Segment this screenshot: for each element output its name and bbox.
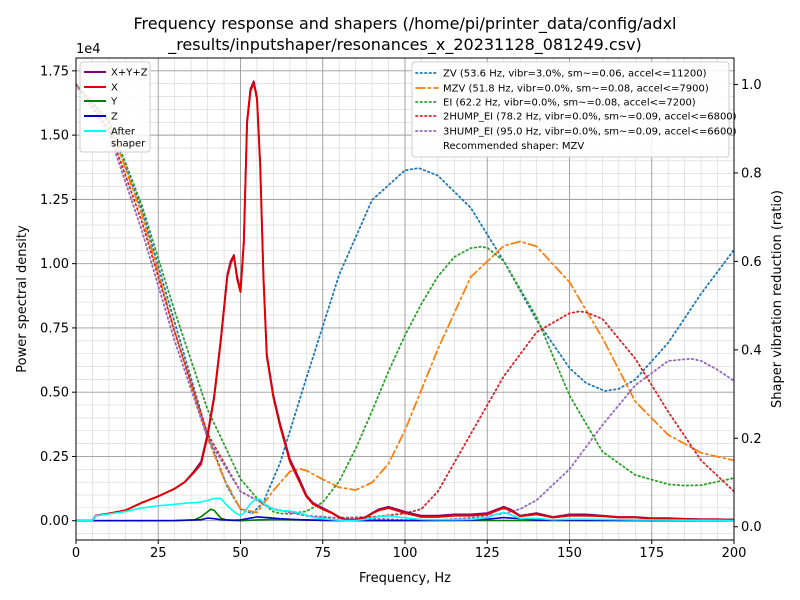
y2-tick-label: 0.8 [741,166,762,181]
y-axis-right: 0.0 0.2 0.4 0.6 0.8 1.0 [734,78,762,535]
chart-title-line-2: _results/inputshaper/resonances_x_202311… [167,35,642,55]
psd-lines [76,80,734,522]
y2-tick-label: 0.0 [741,520,762,535]
legend-left-label: X+Y+Z [111,68,148,79]
y2-tick-label: 1.0 [741,78,762,93]
legend-left-box [79,61,151,153]
legend-left-label: After [111,127,136,138]
legend-right-label: MZV (51.8 Hz, vibr=0.0%, sm~=0.08, accel… [443,84,709,95]
y-tick-label: 1.50 [40,129,69,144]
legend-right-box [411,61,730,158]
recommended-shaper-text: Recommended shaper: MZV [443,141,584,152]
shaper-line-1 [76,83,734,514]
y-tick-label: 1.25 [40,193,69,208]
legend-right-label: EI (62.2 Hz, vibr=0.0%, sm~=0.08, accel<… [443,98,696,109]
x-tick-label: 100 [393,546,418,561]
y-tick-label: 1.00 [40,257,69,272]
x-tick-label: 200 [722,546,747,561]
x-tick-label: 175 [639,546,664,561]
chart-title-line-1: Frequency response and shapers (/home/pi… [133,14,676,34]
y-axis-title: Power spectral density [15,225,30,373]
y2-tick-label: 0.4 [741,343,762,358]
y-tick-label: 0.25 [40,450,69,465]
x-tick-label: 75 [314,546,331,561]
x-axis-title: Frequency, Hz [359,571,451,586]
psd-line-3 [76,516,734,522]
y2-tick-label: 0.6 [741,255,762,270]
legend-left-label: Y [110,97,118,108]
legend-left-label: shaper [111,139,146,150]
y-axis-left: 0.00 0.25 0.50 0.75 1.00 1.25 1.50 1.75 [40,64,76,529]
legend-right-label: ZV (53.6 Hz, vibr=3.0%, sm~=0.06, accel<… [443,69,707,80]
x-tick-label: 50 [232,546,249,561]
x-tick-label: 0 [72,546,80,561]
legend-left-label: Z [111,112,118,123]
legend-right-label: 2HUMP_EI (78.2 Hz, vibr=0.0%, sm~=0.09, … [443,112,737,123]
legend-right-label: 3HUMP_EI (95.0 Hz, vibr=0.0%, sm~=0.09, … [443,127,737,138]
legend-left-label: X [111,83,118,94]
y-offset-label: 1e4 [76,42,101,57]
legend-right: ZV (53.6 Hz, vibr=3.0%, sm~=0.06, accel<… [411,61,737,158]
y-tick-label: 1.75 [40,64,69,79]
x-tick-label: 125 [475,546,500,561]
y-tick-label: 0.00 [40,514,69,529]
psd-line-4 [76,497,734,522]
y-tick-label: 0.75 [40,321,69,336]
x-tick-label: 25 [150,546,167,561]
x-axis: 0 25 50 75 100 125 150 175 200 [72,540,747,561]
y2-tick-label: 0.2 [741,432,762,447]
psd-line-1 [76,81,734,522]
y-tick-label: 0.50 [40,386,69,401]
shaper-line-3 [76,83,734,519]
shaper-line-2 [76,83,734,515]
y2-axis-title: Shaper vibration reduction (ratio) [770,190,785,408]
x-tick-label: 150 [557,546,582,561]
